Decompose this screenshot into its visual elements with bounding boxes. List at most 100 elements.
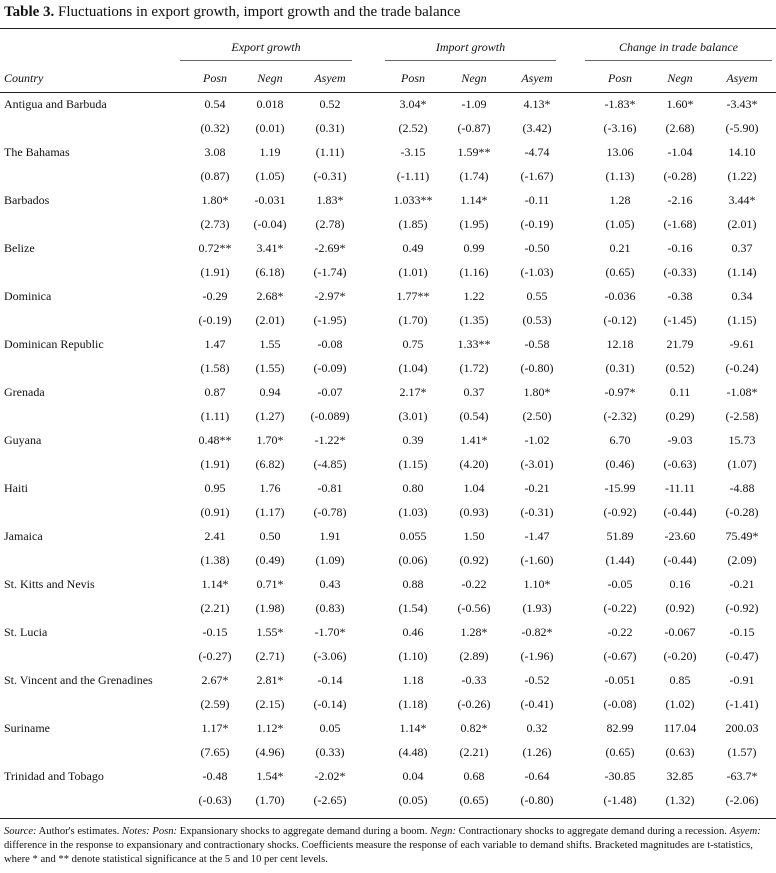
t-statistic: (-0.04) (253, 217, 287, 231)
t-statistic: (0.33) (315, 745, 345, 759)
group-header: Change in trade balance (619, 40, 738, 54)
t-statistic: (-0.14) (313, 697, 347, 711)
notes: Source: Author's estimates. Notes: Posn:… (4, 825, 772, 867)
note-text: Source: (4, 826, 37, 837)
t-statistic: (0.31) (605, 361, 635, 375)
estimate: 1.50 (463, 529, 485, 543)
estimate: 1.12* (256, 721, 284, 735)
country: Suriname (4, 721, 50, 735)
country: The Bahamas (4, 145, 70, 159)
group-underline (180, 60, 352, 61)
column-header: Posn (401, 71, 425, 85)
t-statistic: (-0.44) (663, 505, 697, 519)
estimate: -0.14 (317, 673, 343, 687)
column-header: Posn (203, 71, 227, 85)
group-underline (585, 60, 772, 61)
estimate: -0.33 (461, 673, 487, 687)
estimate: 1.80* (201, 193, 229, 207)
estimate: 82.99 (606, 721, 634, 735)
estimate: 3.41* (256, 241, 284, 255)
estimate: 3.44* (728, 193, 756, 207)
t-statistic: (-0.22) (603, 601, 637, 615)
t-statistic: (0.65) (605, 265, 635, 279)
estimate: 51.89 (606, 529, 634, 543)
t-statistic: (0.83) (315, 601, 345, 615)
estimate: 1.14* (201, 577, 229, 591)
t-statistic: (-2.65) (313, 793, 347, 807)
estimate: 1.18 (402, 673, 424, 687)
estimate: 1.76 (259, 481, 281, 495)
estimate: 4.13* (523, 97, 551, 111)
estimate: 1.17* (201, 721, 229, 735)
estimate: 0.87 (204, 385, 226, 399)
t-statistic: (-0.31) (520, 505, 554, 519)
t-statistic: (-2.58) (725, 409, 759, 423)
estimate: -1.04 (667, 145, 693, 159)
t-statistic: (-2.32) (603, 409, 637, 423)
estimate: 1.47 (204, 337, 226, 351)
t-statistic: (1.09) (315, 553, 345, 567)
estimate: 0.055 (399, 529, 427, 543)
t-statistic: (2.21) (200, 601, 230, 615)
country: Grenada (4, 385, 45, 399)
t-statistic: (0.06) (398, 553, 428, 567)
t-statistic: (1.95) (459, 217, 489, 231)
t-statistic: (1.58) (200, 361, 230, 375)
t-statistic: (6.18) (255, 265, 285, 279)
t-statistic: (-3.01) (520, 457, 554, 471)
note-text: Contractionary shocks to aggregate deman… (455, 826, 730, 837)
estimate: 0.80 (402, 481, 424, 495)
t-statistic: (2.15) (255, 697, 285, 711)
estimate: -0.08 (317, 337, 343, 351)
t-statistic: (0.92) (665, 601, 695, 615)
t-statistic: (2.09) (727, 553, 757, 567)
t-statistic: (1.27) (255, 409, 285, 423)
t-statistic: (1.14) (727, 265, 757, 279)
t-statistic: (0.52) (665, 361, 695, 375)
t-statistic: (0.32) (200, 121, 230, 135)
t-statistic: (0.65) (459, 793, 489, 807)
t-statistic: (1.13) (605, 169, 635, 183)
country: Guyana (4, 433, 42, 447)
estimate: -4.88 (729, 481, 755, 495)
estimate: -1.83* (604, 97, 636, 111)
t-statistic: (-2.06) (725, 793, 759, 807)
t-statistic: (2.71) (255, 649, 285, 663)
t-statistic: (2.21) (459, 745, 489, 759)
note-text: Asyem: (729, 826, 761, 837)
t-statistic: (-1.41) (725, 697, 759, 711)
t-statistic: (-0.31) (313, 169, 347, 183)
t-statistic: (-4.85) (313, 457, 347, 471)
note-text: difference in the response to expansiona… (4, 840, 753, 865)
estimate: -0.82* (521, 625, 553, 639)
estimate: 0.34 (731, 289, 753, 303)
estimate: 0.95 (204, 481, 226, 495)
t-statistic: (-1.95) (313, 313, 347, 327)
note-text: Author's estimates. (36, 826, 123, 837)
note-text: Notes: Posn: (122, 826, 178, 837)
t-statistic: (-1.48) (603, 793, 637, 807)
estimate: 0.32 (526, 721, 548, 735)
t-statistic: (2.68) (665, 121, 695, 135)
estimate: -1.70* (314, 625, 346, 639)
country: Antigua and Barbuda (4, 97, 107, 111)
country: St. Vincent and the Grenadines (4, 673, 153, 687)
t-statistic: (4.20) (459, 457, 489, 471)
estimate: 0.05 (319, 721, 341, 735)
estimate: -0.48 (202, 769, 228, 783)
top-rule (0, 28, 776, 29)
estimate: -2.97* (314, 289, 346, 303)
t-statistic: (1.26) (522, 745, 552, 759)
estimate: 117.04 (663, 721, 697, 735)
estimate: 0.21 (609, 241, 631, 255)
t-statistic: (-0.19) (520, 217, 554, 231)
t-statistic: (-1.11) (396, 169, 430, 183)
t-statistic: (1.01) (398, 265, 428, 279)
estimate: 0.43 (319, 577, 341, 591)
estimate: -0.38 (667, 289, 693, 303)
t-statistic: (-1.03) (520, 265, 554, 279)
estimate: 15.73 (728, 433, 756, 447)
estimate: 2.67* (201, 673, 229, 687)
estimate: 1.28 (609, 193, 631, 207)
country: St. Kitts and Nevis (4, 577, 95, 591)
